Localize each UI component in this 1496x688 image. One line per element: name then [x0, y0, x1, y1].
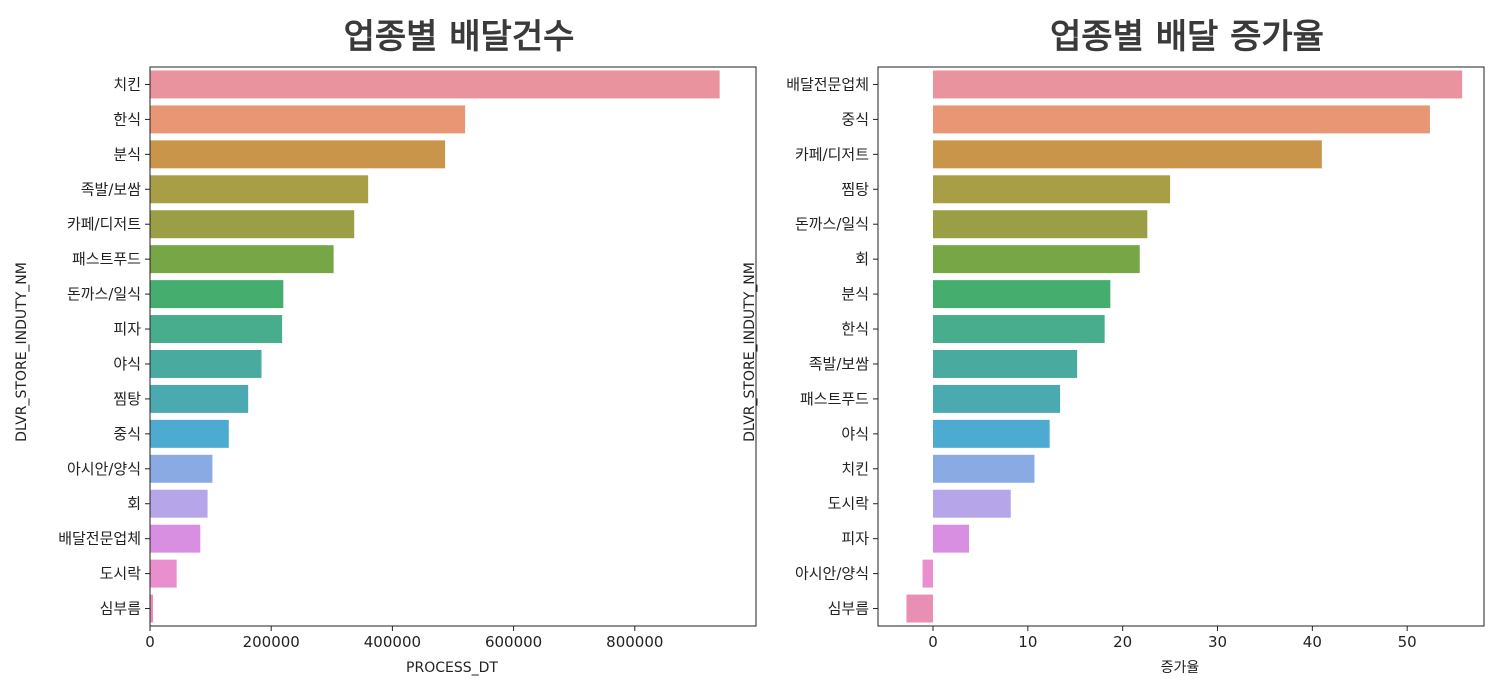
chart-title: 업종별 배달 증가율: [1050, 17, 1324, 57]
y-tick-label: 아시안/양식: [795, 565, 869, 583]
bar: [933, 280, 1111, 309]
bar: [933, 349, 1078, 378]
y-tick-label: 한식: [113, 110, 141, 128]
y-tick-label: 분식: [841, 285, 869, 303]
bar: [933, 524, 970, 553]
y-tick-label: 도시락: [100, 565, 142, 583]
bar: [150, 559, 177, 588]
y-tick-label: 중식: [841, 110, 869, 128]
bar: [150, 315, 283, 344]
x-tick-label: 30: [1208, 633, 1227, 651]
bar: [150, 245, 334, 274]
bar: [150, 594, 154, 623]
bar: [150, 210, 355, 239]
bar: [150, 349, 262, 378]
y-tick-label: 회: [855, 250, 869, 268]
bar: [933, 105, 1430, 134]
x-axis-label: PROCESS_DT: [406, 660, 498, 676]
bar: [933, 489, 1011, 518]
bar: [150, 489, 208, 518]
x-tick-label: 200000: [243, 633, 300, 651]
y-axis-label: DLVR_STORE_INDUTY_NM: [14, 262, 30, 442]
y-tick-label: 패스트푸드: [72, 250, 141, 268]
y-tick-label: 아시안/양식: [67, 460, 141, 478]
x-tick-label: 0: [145, 633, 155, 651]
bar: [922, 559, 933, 588]
plot-frame: [149, 66, 757, 627]
y-tick-label: 카페/디저트: [795, 145, 869, 163]
y-tick-label: 패스트푸드: [800, 390, 869, 408]
x-tick-label: 50: [1398, 633, 1417, 651]
y-tick-label: 회: [127, 495, 141, 513]
bar: [906, 594, 933, 623]
y-tick-label: 심부름: [100, 600, 142, 618]
bar: [150, 384, 249, 413]
y-axis-label: DLVR_STORE_INDUTY_NM: [742, 262, 758, 442]
y-tick-label: 피자: [113, 320, 141, 338]
y-tick-label: 야식: [113, 355, 141, 373]
y-tick-label: 돈까스/일식: [795, 215, 869, 233]
bar: [933, 210, 1148, 239]
y-tick-label: 치킨: [841, 460, 869, 478]
x-tick-label: 40: [1303, 633, 1322, 651]
bar: [150, 175, 369, 204]
bar: [150, 454, 213, 483]
y-tick-label: 야식: [841, 425, 869, 443]
x-tick-label: 400000: [364, 633, 421, 651]
y-tick-label: 도시락: [828, 495, 870, 513]
x-tick-label: 800000: [606, 633, 663, 651]
x-tick-label: 600000: [485, 633, 542, 651]
chart-title: 업종별 배달건수: [344, 17, 575, 57]
bar: [933, 175, 1171, 204]
bar: [150, 105, 466, 134]
bar: [933, 384, 1061, 413]
bar: [150, 524, 201, 553]
y-tick-label: 심부름: [828, 600, 870, 618]
y-tick-label: 피자: [841, 530, 869, 548]
y-tick-label: 카페/디저트: [67, 215, 141, 233]
y-tick-label: 족발/보쌈: [81, 180, 141, 198]
y-tick-label: 치킨: [113, 75, 141, 93]
x-tick-label: 10: [1018, 633, 1037, 651]
y-tick-label: 족발/보쌈: [809, 355, 869, 373]
y-tick-label: 돈까스/일식: [67, 285, 141, 303]
bar: [933, 140, 1322, 169]
bar: [933, 315, 1105, 344]
bar: [150, 70, 720, 99]
bar: [933, 419, 1050, 448]
bar: [933, 70, 1463, 99]
chart-delivery-count: 업종별 배달건수 PROCESS_DT DLVR_STORE_INDUTY_NM…: [14, 17, 757, 676]
chart-growth-rate: 업종별 배달 증가율 증가율 DLVR_STORE_INDUTY_NM 배달전문…: [742, 17, 1485, 676]
bar: [933, 454, 1035, 483]
bar: [933, 245, 1140, 274]
y-tick-label: 중식: [113, 425, 141, 443]
bar: [150, 140, 446, 169]
bar: [150, 419, 229, 448]
bar: [150, 280, 284, 309]
y-tick-label: 배달전문업체: [58, 530, 141, 548]
x-axis-label: 증가율: [1161, 660, 1200, 676]
x-tick-label: 0: [928, 633, 938, 651]
y-tick-label: 찜탕: [841, 180, 869, 198]
y-tick-label: 찜탕: [113, 390, 141, 408]
plot-frame: [877, 66, 1485, 627]
y-tick-label: 분식: [113, 145, 141, 163]
x-tick-label: 20: [1113, 633, 1132, 651]
y-tick-label: 배달전문업체: [786, 75, 869, 93]
y-tick-label: 한식: [841, 320, 869, 338]
